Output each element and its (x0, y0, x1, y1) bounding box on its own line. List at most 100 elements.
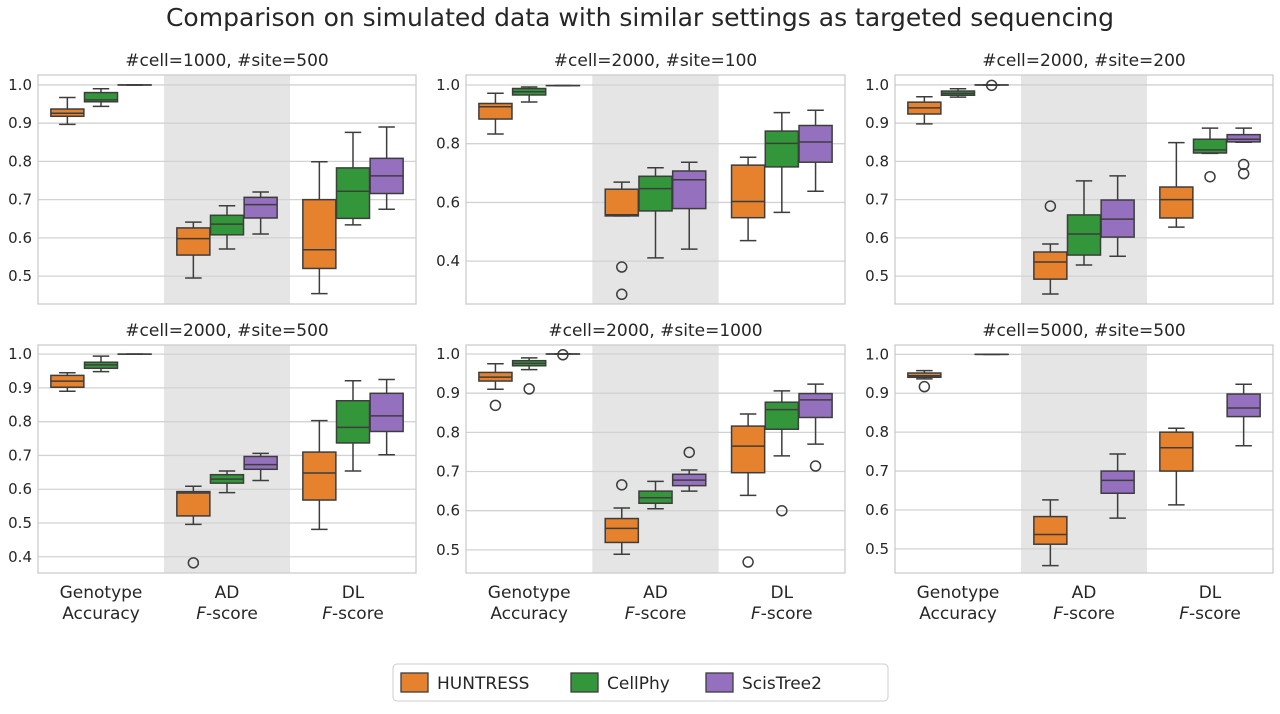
x-tick-label-line2: Accuracy (490, 604, 568, 624)
y-tick-label: 1.0 (436, 345, 460, 363)
box-iqr (1160, 432, 1193, 471)
y-tick-label: 0.7 (436, 463, 460, 481)
x-tick-label: Genotype (60, 583, 143, 603)
x-tick-label: AD (643, 583, 668, 603)
x-tick-label-line2: Accuracy (62, 604, 140, 624)
x-tick-label: Genotype (488, 583, 571, 603)
legend-label-scistree2: ScisTree2 (742, 674, 822, 694)
box-iqr (244, 197, 277, 218)
label-rest: -score (332, 604, 384, 624)
box-cellphy (765, 113, 798, 213)
x-tick-label: DL (1199, 583, 1222, 603)
panel-title: #cell=2000, #site=200 (982, 51, 1185, 71)
box-iqr (673, 171, 706, 209)
box-huntress (732, 414, 765, 567)
box-scistree2 (799, 110, 832, 191)
y-tick-label: 0.8 (865, 152, 889, 170)
outlier-point (743, 557, 753, 567)
panel-3: 0.50.60.70.80.91.0#cell=2000, #site=200 (865, 51, 1273, 304)
box-iqr (370, 393, 403, 431)
x-tick-label: Genotype (917, 583, 1000, 603)
box-iqr (1193, 139, 1226, 153)
panel-4: 0.40.50.60.70.80.91.0#cell=2000, #site=5… (8, 321, 416, 624)
box-iqr (765, 402, 798, 429)
y-tick-label: 1.0 (436, 76, 460, 94)
y-tick-label: 1.0 (8, 345, 32, 363)
x-tick-label: AD (1072, 583, 1097, 603)
x-tick-label-line2: F-score (751, 604, 813, 624)
box-scistree2 (370, 379, 403, 454)
box-iqr (1034, 517, 1067, 545)
panel-2: 0.40.60.81.0#cell=2000, #site=100 (436, 51, 845, 304)
y-tick-label: 0.9 (436, 384, 460, 402)
italic-f: F (1179, 604, 1189, 624)
y-tick-label: 0.8 (8, 152, 32, 170)
box-huntress (732, 157, 765, 240)
box-iqr (639, 176, 672, 211)
x-tick-label-line2: F-score (322, 604, 384, 624)
legend-swatch-cellphy (571, 673, 598, 692)
italic-f: F (322, 604, 332, 624)
y-tick-label: 1.0 (8, 76, 32, 94)
legend-label-cellphy: CellPhy (607, 674, 670, 694)
box-iqr (1227, 394, 1260, 417)
y-tick-label: 0.5 (8, 514, 32, 532)
box-cellphy (336, 132, 369, 225)
italic-f: F (196, 604, 206, 624)
italic-f: F (751, 604, 761, 624)
box-iqr (479, 103, 512, 119)
box-cellphy (513, 358, 546, 394)
y-tick-label: 0.4 (8, 548, 32, 566)
y-tick-label: 0.5 (865, 540, 889, 558)
shaded-band (164, 75, 290, 304)
box-cellphy (84, 356, 117, 372)
box-iqr (1227, 135, 1260, 142)
y-tick-label: 0.8 (8, 413, 32, 431)
box-cellphy (765, 391, 798, 516)
label-rest: -score (761, 604, 813, 624)
y-tick-label: 0.6 (865, 229, 889, 247)
panels: 0.50.60.70.80.91.0#cell=1000, #site=5000… (8, 51, 1273, 624)
box-huntress (51, 98, 84, 125)
y-tick-label: 0.8 (436, 423, 460, 441)
box-iqr (732, 165, 765, 218)
box-huntress (1160, 143, 1193, 227)
panel-title: #cell=2000, #site=1000 (548, 321, 762, 341)
panel-title: #cell=5000, #site=500 (982, 321, 1185, 341)
figure-title: Comparison on simulated data with simila… (166, 3, 1114, 32)
panel-6: 0.50.60.70.80.91.0#cell=5000, #site=500G… (865, 321, 1273, 624)
box-cellphy (1193, 128, 1226, 182)
box-huntress (303, 421, 336, 530)
label-rest: Accuracy (490, 604, 568, 624)
box-cellphy (513, 87, 546, 102)
box-huntress (908, 371, 941, 392)
box-huntress (303, 162, 336, 294)
y-tick-label: 0.5 (8, 267, 32, 285)
y-tick-label: 0.9 (8, 114, 32, 132)
panel-title: #cell=2000, #site=100 (554, 51, 757, 71)
box-huntress (908, 97, 941, 124)
box-iqr (765, 131, 798, 167)
italic-f: F (1053, 604, 1063, 624)
y-tick-label: 0.5 (436, 541, 460, 559)
label-rest: -score (1063, 604, 1115, 624)
box-scistree2 (1227, 128, 1260, 178)
box-huntress (479, 364, 512, 411)
box-iqr (303, 200, 336, 269)
label-rest: Accuracy (62, 604, 140, 624)
y-tick-label: 1.0 (865, 345, 889, 363)
y-tick-label: 0.4 (436, 252, 460, 270)
box-scistree2 (370, 127, 403, 209)
y-tick-label: 0.8 (865, 423, 889, 441)
box-iqr (732, 426, 765, 473)
panel-title: #cell=2000, #site=500 (125, 321, 328, 341)
box-huntress (1160, 428, 1193, 505)
y-tick-label: 0.7 (8, 446, 32, 464)
x-tick-label-line2: F-score (625, 604, 687, 624)
y-tick-label: 0.5 (865, 267, 889, 285)
box-iqr (605, 519, 638, 543)
y-tick-label: 0.9 (865, 114, 889, 132)
label-rest: -score (206, 604, 258, 624)
label-rest: Accuracy (919, 604, 997, 624)
